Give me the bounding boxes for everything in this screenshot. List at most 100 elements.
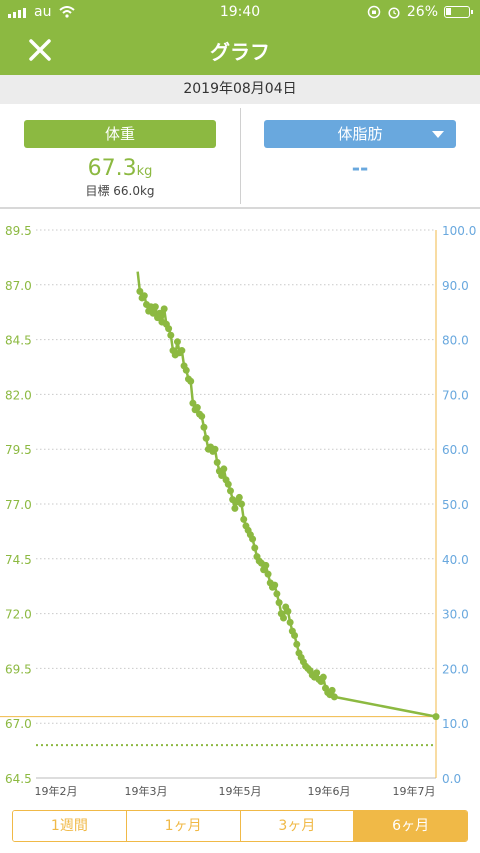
y-left-tick-label: 67.0 <box>5 717 32 731</box>
weight-data-point <box>224 480 232 488</box>
chevron-down-icon <box>432 131 444 138</box>
weight-data-point <box>193 404 201 412</box>
y-left-tick-label: 74.5 <box>5 553 32 567</box>
weight-chart: 89.5 87.0 84.5 82.0 79.5 77.0 74.5 72.0 69.5 67.0… <box>0 208 480 798</box>
body-fat-label: 体脂肪 <box>337 125 383 143</box>
weight-data-point <box>273 590 281 598</box>
weight-data-point <box>264 570 272 578</box>
tab-period-0[interactable]: 1週間 <box>13 811 127 841</box>
weight-data-point <box>165 325 173 333</box>
y-left-tick-label: 79.5 <box>5 443 32 457</box>
battery-percent: 26% <box>406 4 438 20</box>
weight-data-point <box>182 366 190 374</box>
y-left-tick-label: 87.0 <box>5 279 32 293</box>
y-left-tick-label: 64.5 <box>5 772 32 786</box>
app-header: au 19:40 26% グラフ <box>0 0 480 75</box>
date-label: 2019年08月04日 <box>0 75 480 104</box>
y-left-tick-label: 72.0 <box>5 608 32 622</box>
weight-data-point <box>240 515 248 523</box>
weight-data-point <box>187 377 195 385</box>
weight-value: 67.3kg <box>24 156 216 181</box>
stats-panel: 体重 67.3kg 目標 66.0kg 体脂肪 -- <box>0 104 480 208</box>
y-right-tick-label: 30.0 <box>442 608 469 622</box>
y-right-tick-label: 20.0 <box>442 662 469 676</box>
x-tick-label: 19年7月 <box>393 784 436 798</box>
weight-data-point <box>231 504 239 512</box>
weight-data-point <box>156 309 164 317</box>
weight-unit: kg <box>136 164 153 179</box>
weight-data-point <box>160 305 168 313</box>
y-left-tick-label: 69.5 <box>5 662 32 676</box>
y-left-tick-label: 84.5 <box>5 334 32 348</box>
weight-data-point <box>313 669 321 677</box>
status-time: 19:40 <box>219 4 261 20</box>
weight-data-point <box>286 618 294 626</box>
weight-data-point <box>262 561 270 569</box>
x-tick-label: 19年2月 <box>35 784 78 798</box>
weight-data-point <box>319 673 327 681</box>
weight-data-point <box>238 500 246 508</box>
weight-data-point <box>149 309 157 317</box>
alarm-icon <box>388 7 400 19</box>
weight-data-point <box>251 544 259 552</box>
weight-data-point <box>328 686 336 694</box>
y-right-tick-label: 100.0 <box>442 224 476 238</box>
weight-goal: 目標 66.0kg <box>85 184 155 198</box>
close-button[interactable] <box>24 34 56 66</box>
weight-data-point <box>200 423 208 431</box>
period-tabs: 1週間 1ヶ月 3ヶ月 6ヶ月 <box>12 810 468 842</box>
orientation-lock-icon <box>367 5 381 19</box>
weight-data-point <box>330 693 338 701</box>
weight-number: 67.3 <box>87 156 137 181</box>
tab-period-3[interactable]: 6ヶ月 <box>354 811 467 841</box>
close-icon <box>29 39 51 61</box>
y-right-tick-label: 60.0 <box>442 443 469 457</box>
weight-data-point <box>432 713 440 721</box>
weight-series-line <box>136 271 437 718</box>
y-left-tick-label: 89.5 <box>5 224 32 238</box>
weight-data-point <box>202 434 210 442</box>
weight-data-point <box>189 399 197 407</box>
y-right-tick-label: 0.0 <box>442 772 461 786</box>
weight-data-point <box>291 632 299 640</box>
signal-icon <box>8 6 26 18</box>
weight-data-point <box>136 287 144 295</box>
x-tick-label: 19年6月 <box>308 784 351 798</box>
x-tick-label: 19年5月 <box>219 784 262 798</box>
y-right-tick-label: 70.0 <box>442 388 469 402</box>
body-fat-value: -- <box>351 156 369 180</box>
page-title: グラフ <box>210 40 270 64</box>
weight-data-point <box>284 607 292 615</box>
tab-period-1[interactable]: 1ヶ月 <box>126 811 241 841</box>
weight-data-point <box>275 599 283 607</box>
weight-data-point <box>167 331 175 339</box>
weight-data-point <box>220 465 228 473</box>
y-right-tick-label: 90.0 <box>442 279 469 293</box>
weight-data-point <box>211 445 219 453</box>
weight-data-point <box>280 614 288 622</box>
y-right-tick-label: 10.0 <box>442 717 469 731</box>
weight-data-point <box>173 338 181 346</box>
x-tick-label: 19年3月 <box>125 784 168 798</box>
y-left-tick-label: 82.0 <box>5 388 32 402</box>
battery-icon <box>444 6 473 18</box>
status-bar: au 19:40 26% <box>0 0 480 26</box>
weight-data-point <box>140 292 148 300</box>
carrier-label: au <box>34 4 52 20</box>
weight-data-point <box>293 640 301 648</box>
body-fat-dropdown[interactable]: 体脂肪 <box>264 120 456 148</box>
y-right-tick-label: 40.0 <box>442 553 469 567</box>
y-right-tick-label: 50.0 <box>442 498 469 512</box>
weight-data-point <box>226 487 234 495</box>
weight-data-point <box>218 472 226 480</box>
weight-data-point <box>151 303 159 311</box>
weight-data-point <box>198 412 206 420</box>
weight-data-point <box>178 347 186 355</box>
weight-data-point <box>271 581 279 589</box>
weight-data-point <box>213 458 221 466</box>
weight-data-point <box>249 535 257 543</box>
y-left-tick-label: 77.0 <box>5 498 32 512</box>
wifi-icon <box>59 6 76 18</box>
tab-period-2[interactable]: 3ヶ月 <box>240 811 355 841</box>
weight-button[interactable]: 体重 <box>24 120 216 148</box>
